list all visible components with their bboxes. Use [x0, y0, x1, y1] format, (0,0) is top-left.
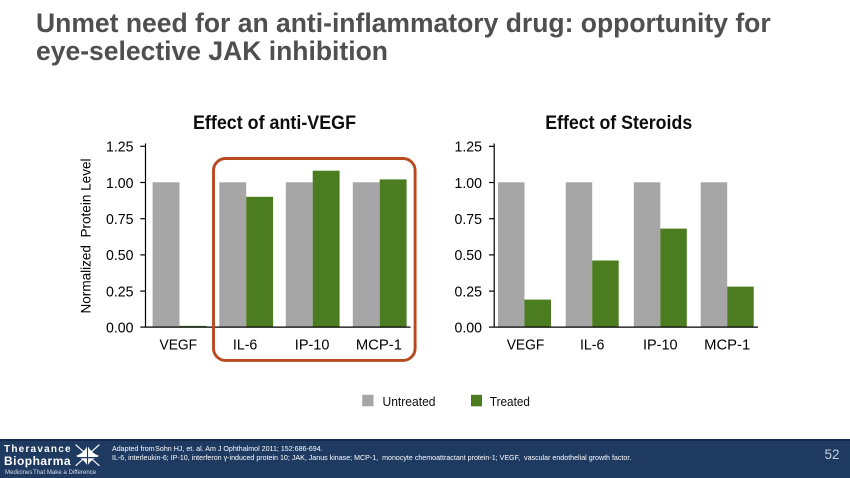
svg-text:0.75: 0.75: [106, 211, 134, 228]
svg-text:IP-10: IP-10: [295, 337, 330, 353]
svg-text:0.75: 0.75: [455, 211, 483, 228]
svg-text:IL-6: IL-6: [233, 337, 257, 353]
svg-text:Effect of Steroids: Effect of Steroids: [545, 112, 692, 134]
svg-text:Normalized Protein Level: Normalized Protein Level: [78, 159, 94, 314]
svg-text:1.00: 1.00: [106, 175, 134, 192]
svg-text:0.25: 0.25: [455, 283, 483, 300]
svg-text:IL-6: IL-6: [580, 337, 604, 353]
svg-text:MCP-1: MCP-1: [704, 337, 750, 353]
svg-text:1.25: 1.25: [106, 139, 134, 156]
svg-text:0.50: 0.50: [106, 247, 134, 264]
svg-text:VEGF: VEGF: [160, 337, 198, 353]
svg-text:Untreated: Untreated: [383, 394, 436, 409]
svg-text:IP-10: IP-10: [643, 337, 678, 353]
svg-text:Treated: Treated: [490, 394, 530, 409]
svg-text:1.25: 1.25: [455, 139, 483, 156]
svg-text:Effect of anti-VEGF: Effect of anti-VEGF: [193, 112, 356, 134]
svg-text:VEGF: VEGF: [507, 337, 545, 353]
svg-text:0.00: 0.00: [455, 320, 483, 337]
svg-text:0.50: 0.50: [455, 247, 483, 264]
svg-text:0.00: 0.00: [106, 320, 134, 337]
svg-text:MCP-1: MCP-1: [356, 337, 402, 353]
svg-text:1.00: 1.00: [455, 175, 483, 192]
svg-text:0.25: 0.25: [106, 283, 134, 300]
